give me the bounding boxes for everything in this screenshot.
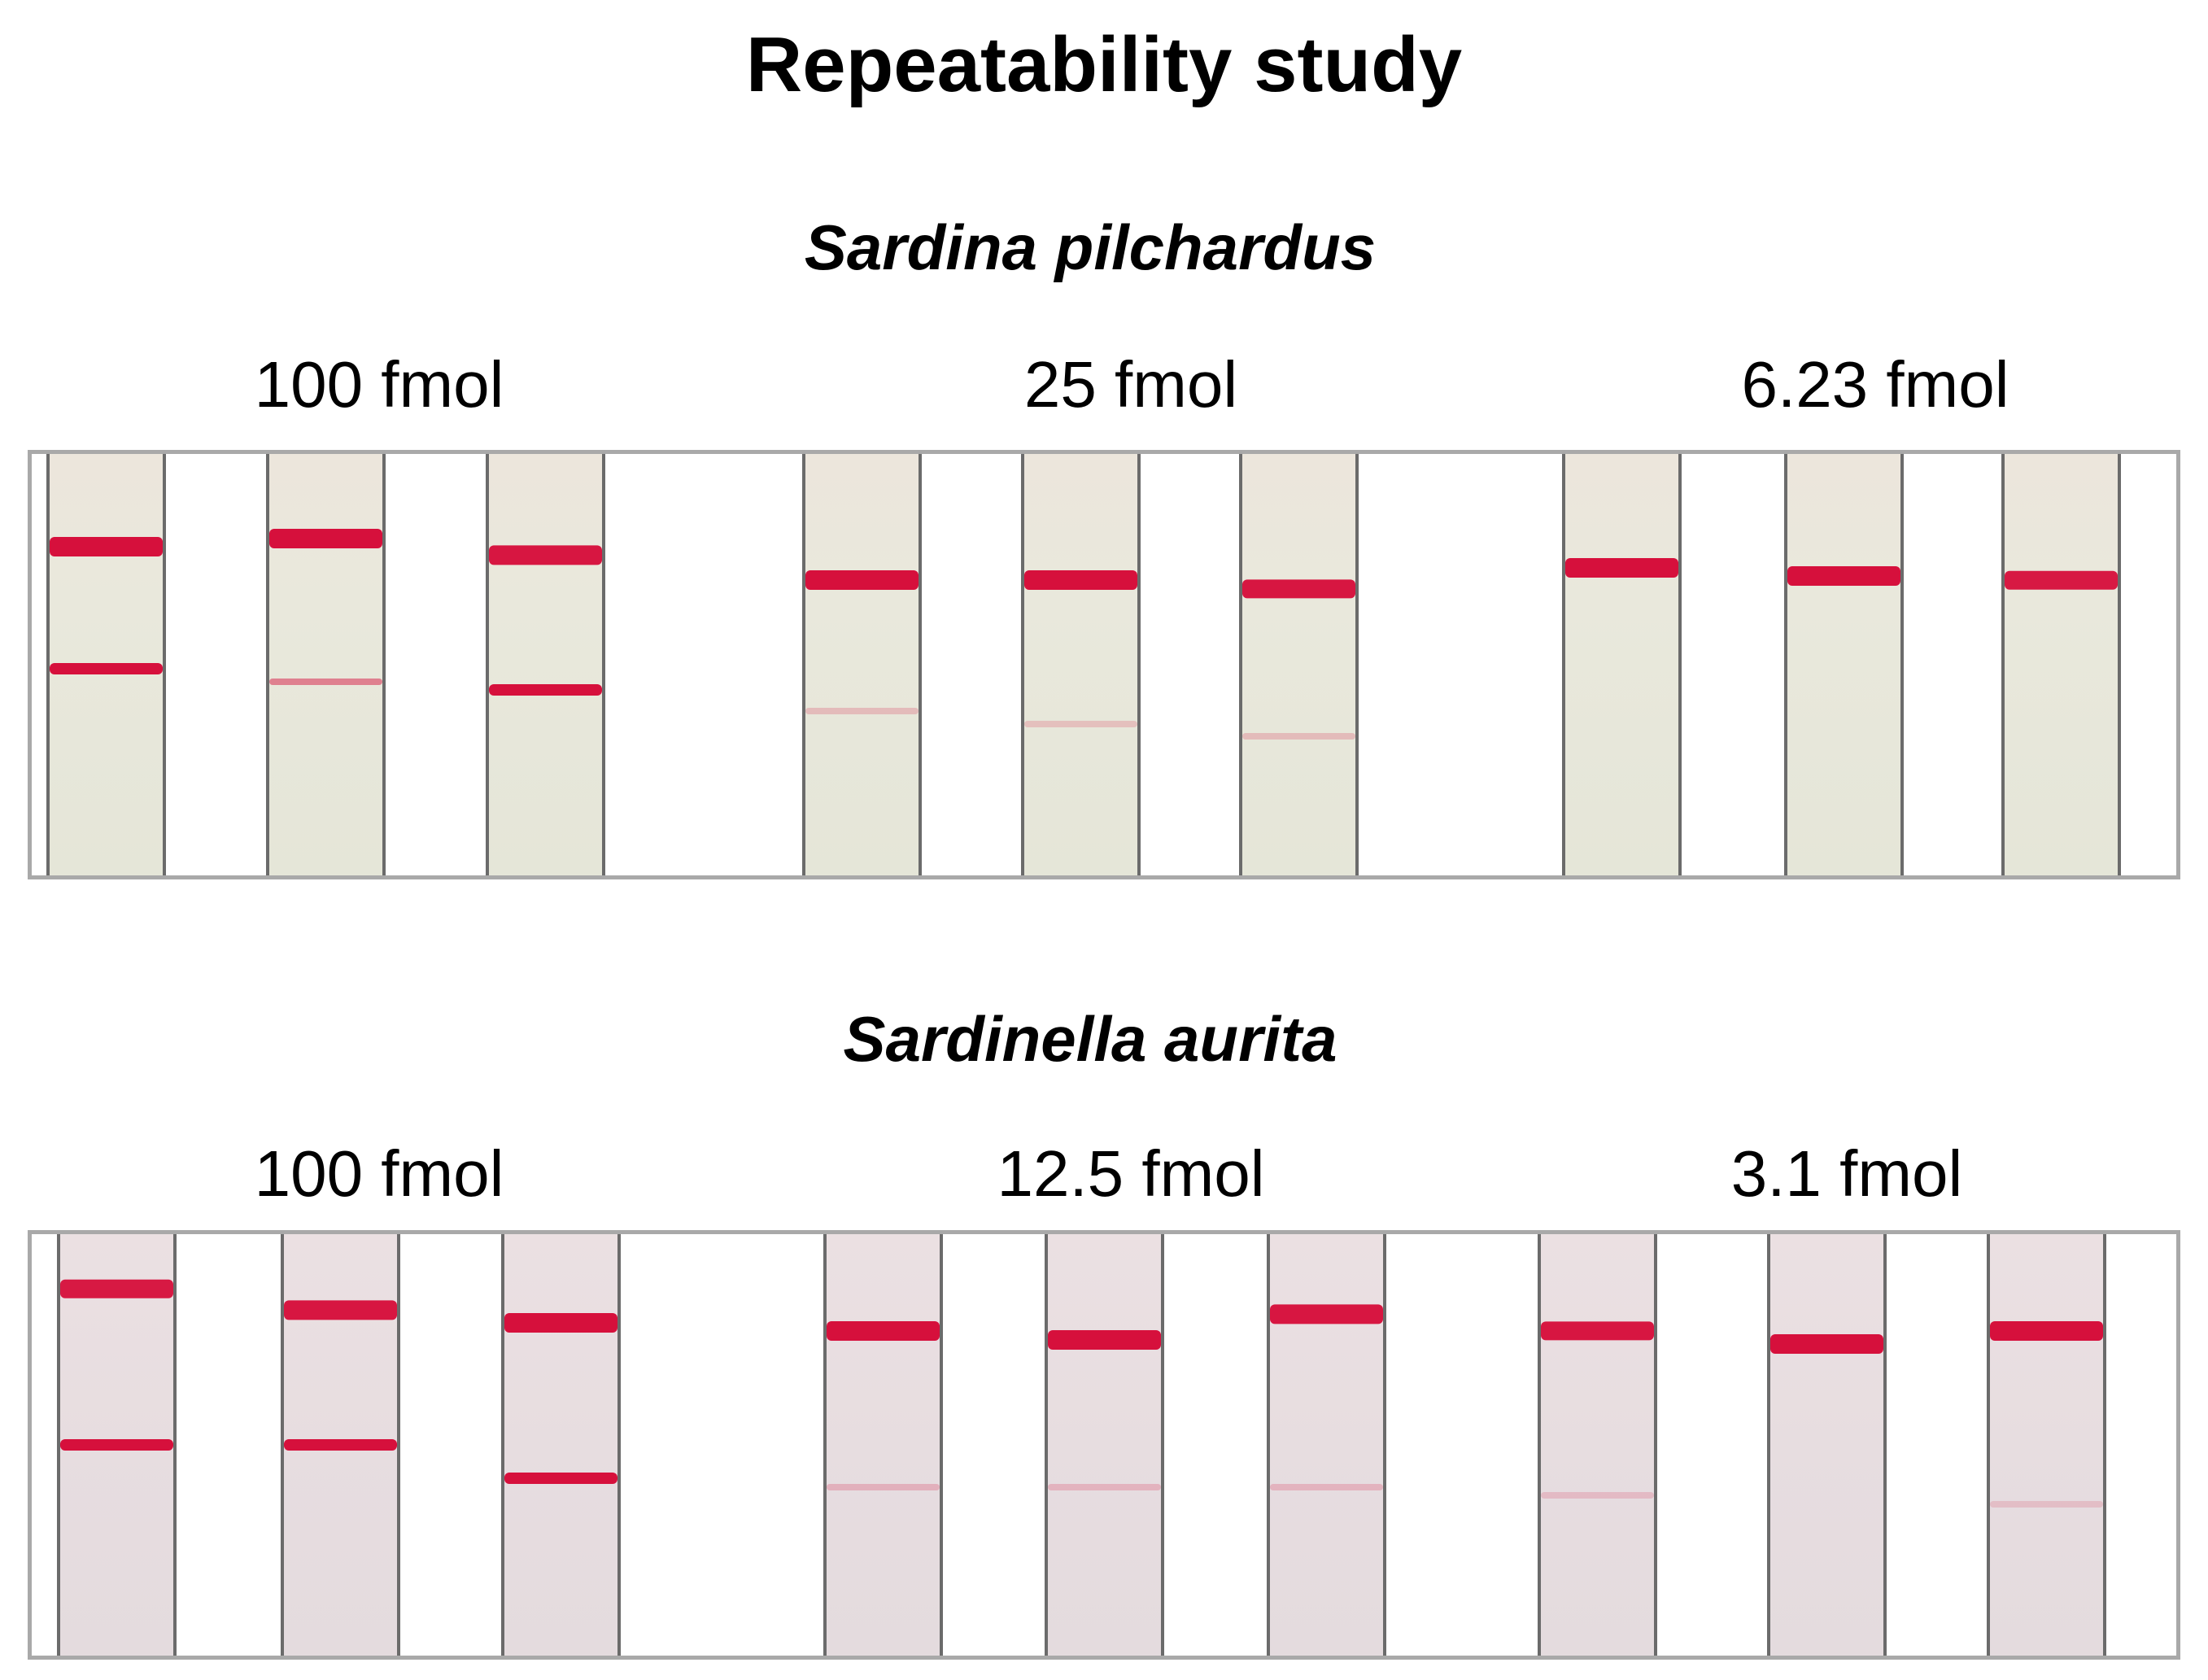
test-strip xyxy=(823,1234,943,1656)
test-line-band xyxy=(827,1321,940,1342)
control-line-band xyxy=(1048,1483,1161,1490)
species-label-sardinella-aurita: Sardinella aurita xyxy=(843,1003,1337,1075)
test-line-band xyxy=(1270,1304,1383,1324)
test-line-band xyxy=(50,536,163,556)
test-strip xyxy=(1767,1234,1887,1656)
test-line-band xyxy=(60,1280,173,1298)
test-strip xyxy=(1784,454,1904,875)
concentration-label: 100 fmol xyxy=(254,348,504,421)
test-line-band xyxy=(1048,1329,1161,1350)
test-strip xyxy=(281,1234,400,1656)
test-strip xyxy=(486,454,605,875)
concentration-label: 6.23 fmol xyxy=(1741,348,2009,421)
test-line-band xyxy=(805,570,919,591)
control-line-band xyxy=(284,1439,397,1451)
test-line-band xyxy=(504,1312,617,1333)
test-strip xyxy=(57,1234,177,1656)
test-line-band xyxy=(1770,1333,1883,1354)
test-strip xyxy=(2001,454,2121,875)
control-line-band xyxy=(50,663,163,675)
test-line-band xyxy=(489,545,602,565)
test-strip xyxy=(501,1234,621,1656)
control-line-band xyxy=(489,684,602,696)
test-strip xyxy=(1267,1234,1386,1656)
test-line-band xyxy=(1024,570,1137,591)
test-line-band xyxy=(1990,1321,2103,1342)
concentration-label: 12.5 fmol xyxy=(997,1137,1265,1210)
control-line-band xyxy=(827,1483,940,1490)
test-strip xyxy=(1021,454,1141,875)
test-line-band xyxy=(1541,1321,1654,1341)
test-line-band xyxy=(2005,571,2118,590)
control-line-band xyxy=(1024,720,1137,727)
strip-panel-sardina-pilchardus xyxy=(28,450,2180,879)
control-line-band xyxy=(1270,1483,1383,1490)
test-strip xyxy=(1045,1234,1164,1656)
concentration-label: 25 fmol xyxy=(1023,348,1238,421)
test-strip xyxy=(802,454,922,875)
test-line-band xyxy=(1242,579,1355,599)
concentration-label: 3.1 fmol xyxy=(1730,1137,1963,1210)
test-line-band xyxy=(269,528,382,548)
test-line-band xyxy=(1787,566,1900,587)
control-line-band xyxy=(1242,733,1355,740)
test-strip xyxy=(1538,1234,1657,1656)
control-line-band xyxy=(504,1473,617,1485)
test-strip xyxy=(1562,454,1682,875)
concentration-label: 100 fmol xyxy=(254,1137,504,1210)
strip-panel-sardinella-aurita xyxy=(28,1230,2180,1660)
test-line-band xyxy=(284,1300,397,1320)
control-line-band xyxy=(269,678,382,685)
figure-title: Repeatability study xyxy=(745,21,1463,108)
test-line-band xyxy=(1565,557,1678,578)
control-line-band xyxy=(805,707,919,714)
test-strip xyxy=(266,454,386,875)
test-strip xyxy=(1987,1234,2106,1656)
test-strip xyxy=(1239,454,1359,875)
test-strip xyxy=(46,454,166,875)
species-label-sardina-pilchardus: Sardina pilchardus xyxy=(804,212,1377,283)
control-line-band xyxy=(1541,1492,1654,1499)
control-line-band xyxy=(1990,1500,2103,1508)
control-line-band xyxy=(60,1439,173,1451)
